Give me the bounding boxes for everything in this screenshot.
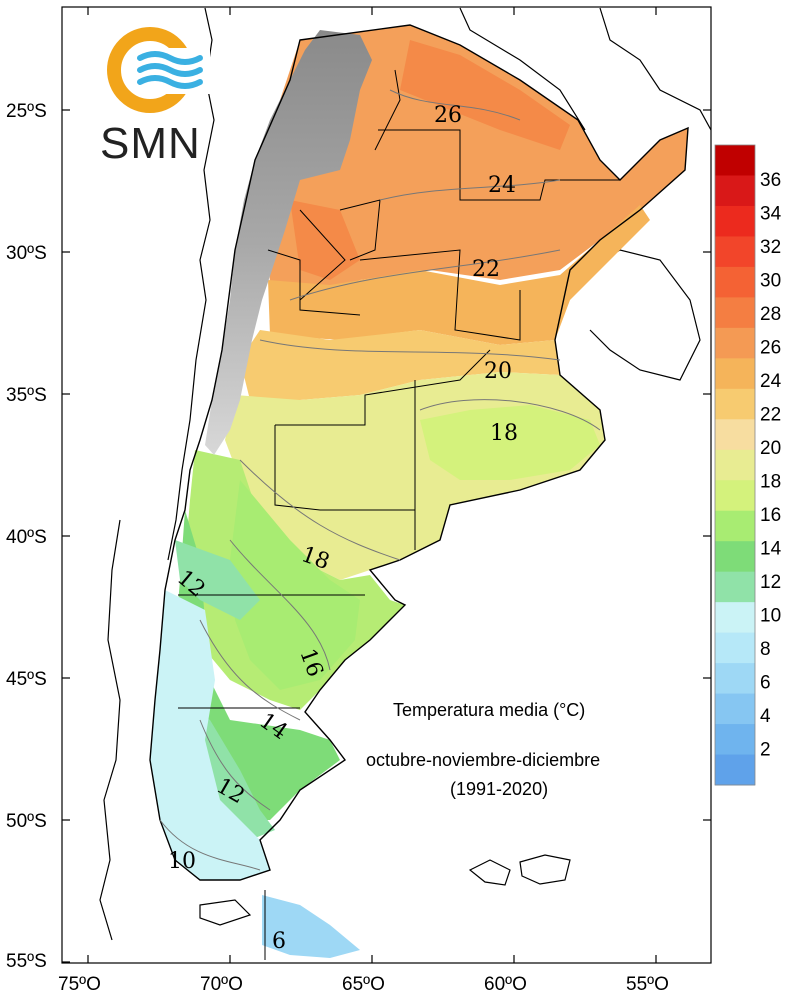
legend-label: 6 [760,673,771,694]
legend: 36 34 32 30 28 26 24 22 20 18 16 14 12 10 8 6 4 2 [714,144,782,786]
legend-swatch [715,693,755,725]
argentina-outline [149,24,689,881]
isotherm-label: 10 [168,849,196,874]
lon-label: 75ºO [58,974,101,995]
legend-swatch [715,205,755,237]
legend-swatch [715,754,755,786]
isotherm-lines [159,89,601,871]
isotherm-label: 22 [472,257,500,282]
lon-label: 60ºO [484,974,527,995]
legend-label: 14 [760,539,782,560]
legend-label: 32 [760,237,781,258]
andes-relief [205,30,372,455]
legend-label: 20 [760,438,781,459]
legend-label: 10 [760,606,781,627]
legend-swatch [715,236,755,268]
legend-swatch [715,571,755,603]
title-line-2: octubre-noviembre-diciembre [366,750,600,770]
legend-swatch [715,297,755,329]
legend-label: 34 [760,204,782,225]
lon-label: 55ºO [626,974,669,995]
lat-label: 55ºS [6,951,47,972]
legend-swatch [715,388,755,420]
legend-swatch [715,541,755,573]
legend-swatch [715,602,755,634]
legend-label: 4 [760,706,771,727]
legend-label: 24 [760,371,782,392]
legend-swatch [715,327,755,359]
isotherm-label: 18 [490,421,518,446]
lat-ticks [62,7,711,963]
legend-label: 2 [760,740,771,761]
smn-logo: SMN [100,27,210,168]
legend-swatch [715,510,755,542]
legend-label: 18 [760,472,781,493]
argentina-fill [150,25,688,958]
lat-label: 35ºS [6,385,47,406]
islands [199,854,571,926]
lat-label: 40ºS [6,527,47,548]
legend-swatch [715,724,755,756]
lat-label: 45ºS [6,669,47,690]
legend-label: 8 [760,639,771,660]
title-line-3: (1991-2020) [450,779,548,799]
logo-text: SMN [100,119,201,168]
legend-swatch [715,145,755,176]
legend-label: 26 [760,338,781,359]
legend-swatch [715,480,755,512]
legend-label: 16 [760,505,781,526]
legend-swatch [715,175,755,207]
legend-label: 28 [760,304,781,325]
legend-label: 22 [760,405,781,426]
lon-label: 65ºO [342,974,385,995]
map-title: Temperatura media (°C) octubre-noviembre… [366,700,600,799]
province-boundaries [178,69,620,960]
lat-label: 30ºS [6,243,47,264]
legend-label: 30 [760,271,781,292]
legend-swatch [715,449,755,481]
lon-label: 70ºO [200,974,243,995]
legend-swatch [715,632,755,664]
legend-swatch [715,266,755,298]
isotherm-label: 6 [272,929,286,954]
axes: 25ºS 30ºS 35ºS 40ºS 45ºS 50ºS 55ºS 75ºO … [6,7,711,995]
legend-swatch [715,419,755,451]
isotherm-label: 26 [434,103,462,128]
lat-label: 25ºS [6,101,47,122]
legend-label: 12 [760,572,781,593]
lat-label: 50ºS [6,811,47,832]
legend-swatch [715,663,755,695]
legend-swatch [715,358,755,390]
legend-frame [714,144,756,786]
legend-label: 36 [760,170,781,191]
isotherm-label: 20 [484,359,512,384]
isotherm-label: 24 [488,173,516,198]
title-line-1: Temperatura media (°C) [393,700,585,720]
